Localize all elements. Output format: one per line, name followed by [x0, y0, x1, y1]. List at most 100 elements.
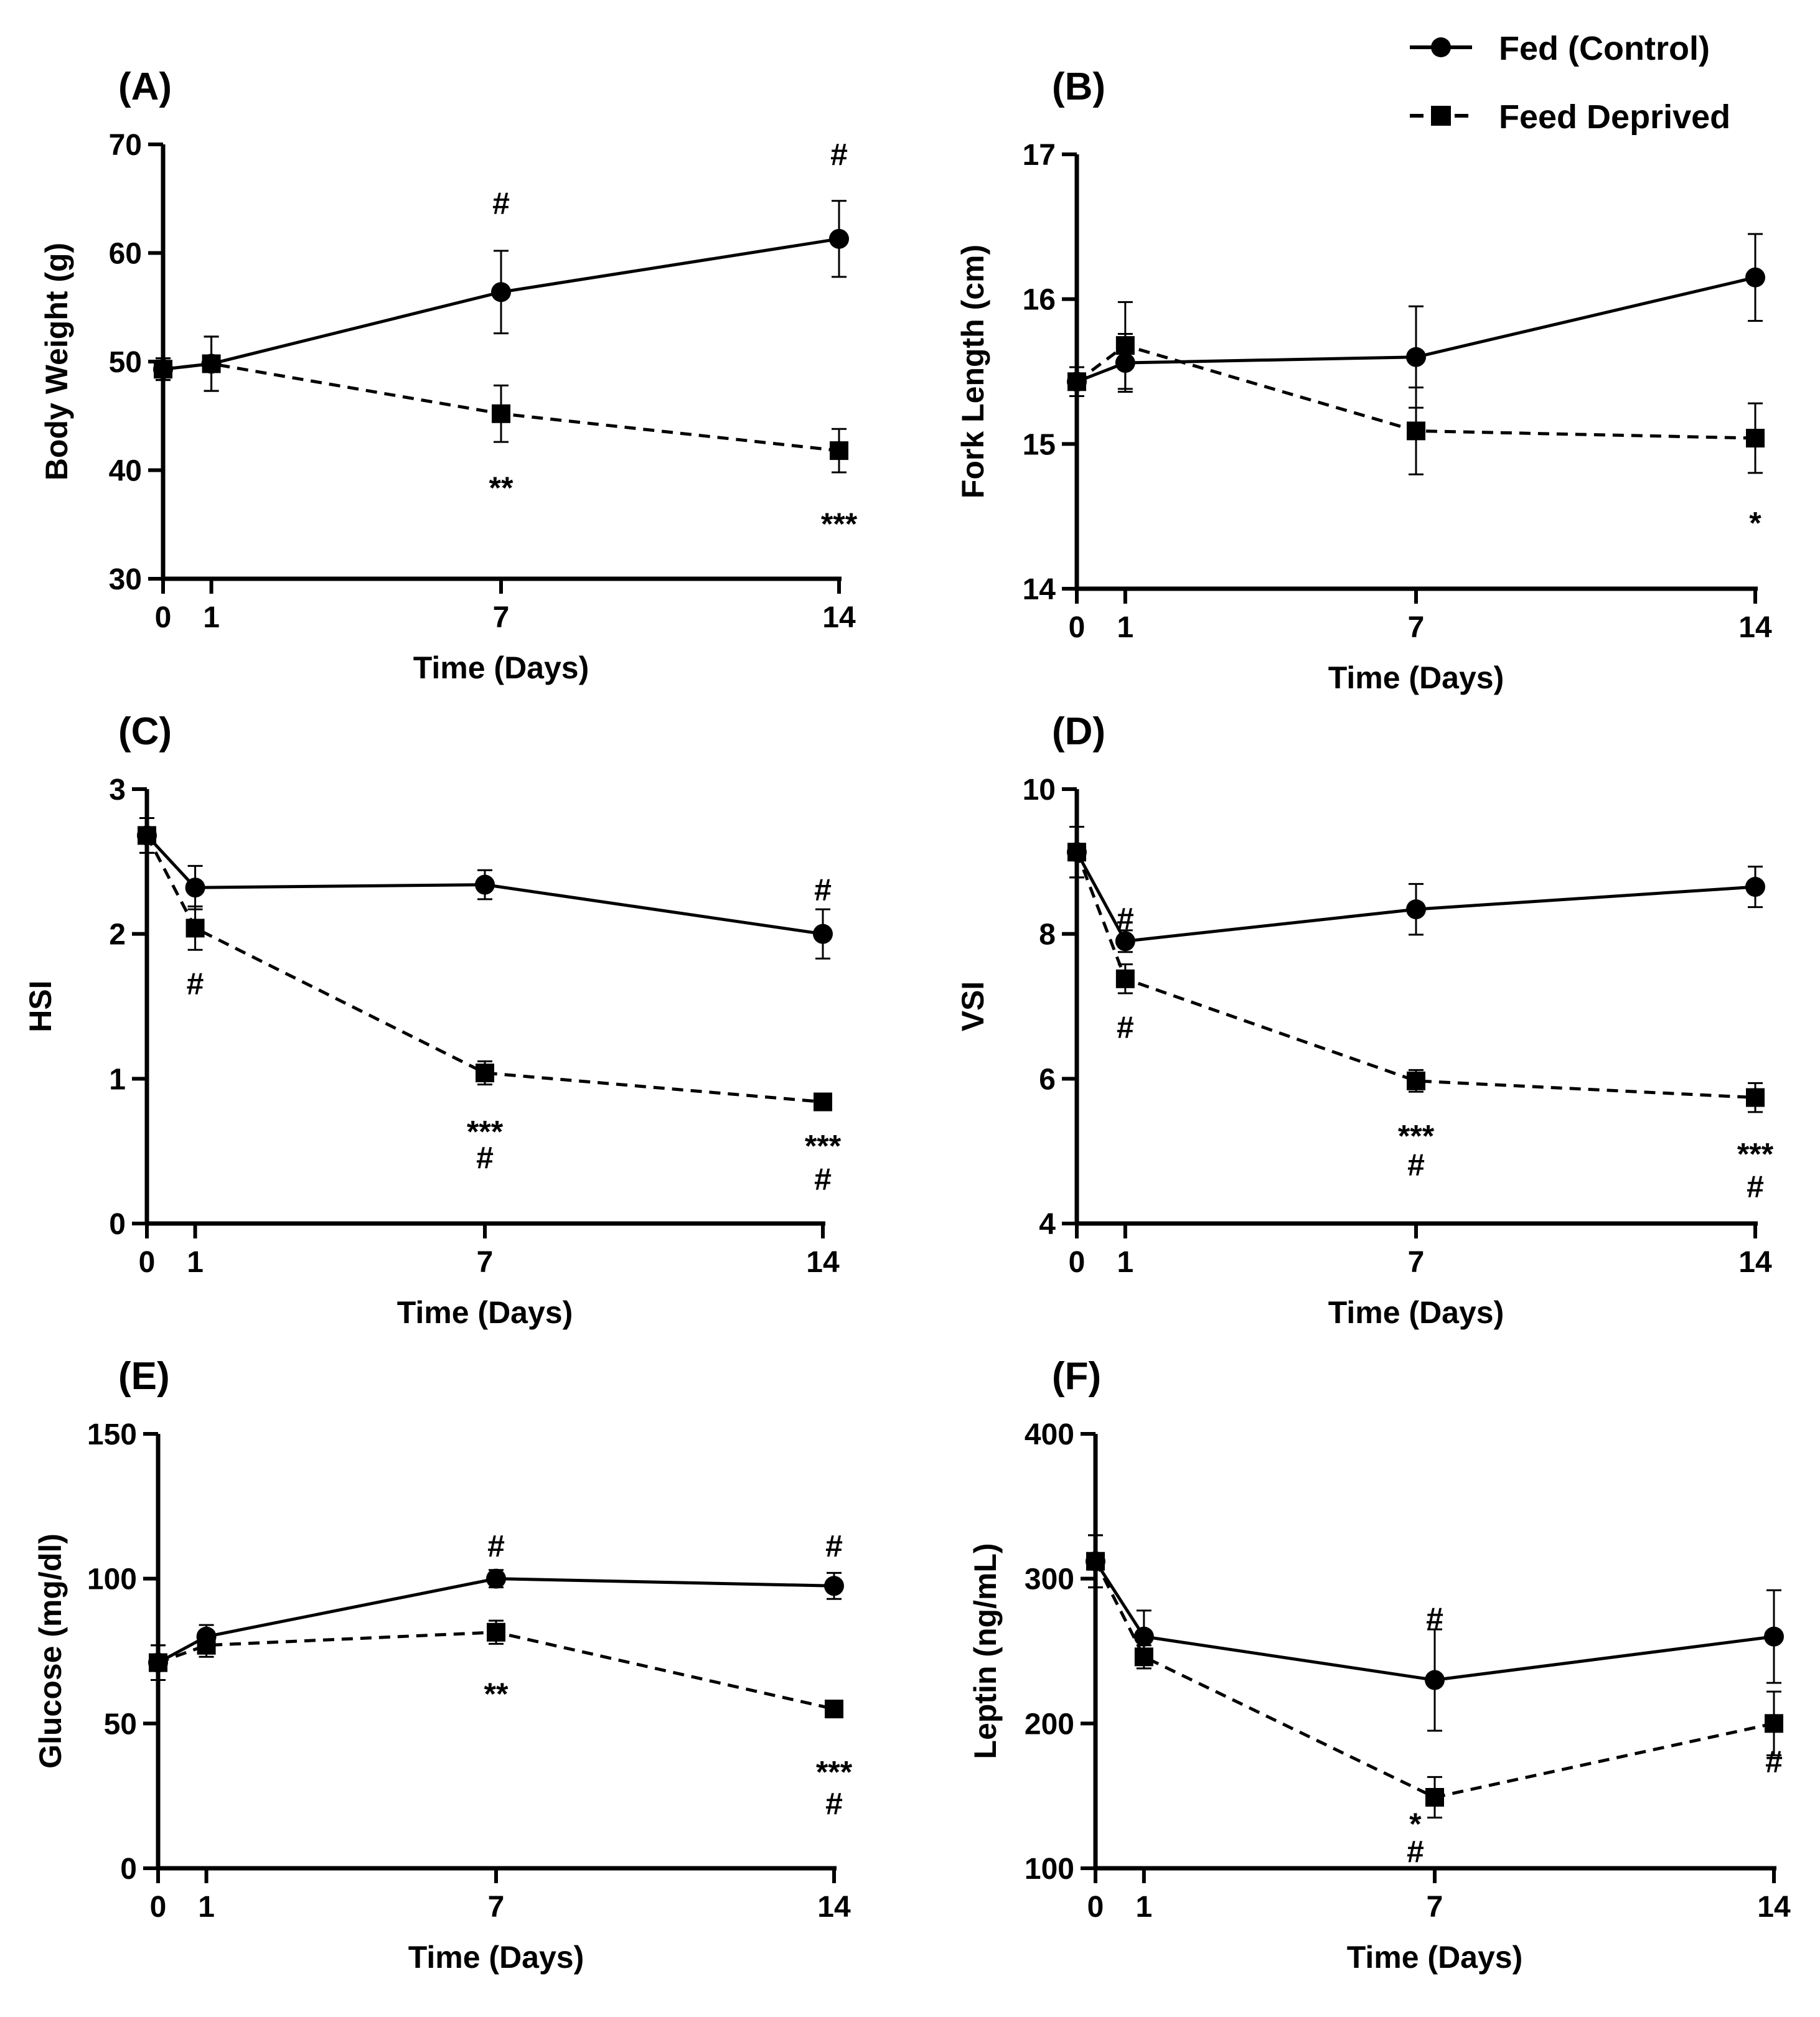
panel-b-deprived-point — [1746, 429, 1765, 448]
panel-f-series-deprived-line — [1094, 1560, 1775, 1799]
panel-e-series-deprived-line — [157, 1631, 835, 1711]
panel-c-deprived-point — [138, 826, 156, 845]
panel-b-x-tick-label: 14 — [1738, 611, 1772, 644]
panel-b-y-tick-label: 17 — [1023, 139, 1056, 172]
panel-a-deprived-point — [830, 441, 848, 461]
panel-f-fed-point — [1425, 1670, 1445, 1690]
panel-c-y-tick-label: 3 — [109, 774, 126, 807]
panel-d-series-fed-line — [1075, 851, 1756, 943]
panel-b-deprived-point — [1067, 372, 1086, 391]
panel-f-x-tick-label: 0 — [1087, 1891, 1104, 1924]
panel-e-deprived-point — [487, 1622, 505, 1642]
panel-d-annotation: # — [1407, 1148, 1425, 1182]
panel-f-annotation: # — [1426, 1601, 1443, 1636]
panel-a-x-tick-label: 14 — [822, 601, 856, 634]
panel-e-annotation: # — [487, 1528, 505, 1563]
panel-d-deprived-point — [1407, 1071, 1425, 1090]
panel-f-y-axis-label: Leptin (ng/mL) — [968, 1543, 1003, 1759]
panel-a-y-tick-label: 40 — [109, 455, 142, 488]
panel-a-y-axis-label: Body Weight (g) — [39, 243, 74, 480]
panel-c-annotation: # — [814, 1162, 832, 1197]
panel-f-series-fed-line — [1094, 1560, 1775, 1682]
panel-d-x-tick-label: 0 — [1069, 1246, 1086, 1279]
panel-d-deprived-point — [1746, 1088, 1765, 1107]
panel-e-y-tick-label: 50 — [104, 1708, 137, 1741]
panel-f-annotation: # — [1765, 1744, 1783, 1779]
panel-b-series-fed-line — [1076, 276, 1756, 383]
panel-c-fed-point — [475, 874, 495, 895]
panel-f-x-tick-label: 14 — [1757, 1891, 1791, 1924]
panel-f-x-tick-label: 1 — [1136, 1891, 1153, 1924]
panel-d-x-tick-label: 1 — [1117, 1246, 1134, 1279]
panel-e-fed-point — [486, 1568, 506, 1589]
legend-fed-label: Fed (Control) — [1499, 30, 1710, 67]
panel-c-y-axis-label: HSI — [23, 980, 58, 1032]
panel-a-annotation: ** — [489, 470, 514, 505]
panel-b-fed-point — [1406, 347, 1426, 367]
panel-c-y-tick-label: 2 — [109, 919, 126, 952]
panel-e-deprived-point — [149, 1653, 167, 1672]
panel-e-y-axis-label: Glucose (mg/dl) — [33, 1533, 68, 1769]
panel-a-fed-point — [829, 228, 849, 249]
panel-b-deprived-point — [1115, 336, 1135, 355]
panel-c-fed-point — [185, 877, 205, 898]
panel-c-deprived-point — [814, 1092, 832, 1111]
panel-d-label: (D) — [1052, 710, 1105, 753]
panel-d-y-tick-label: 10 — [1023, 774, 1056, 807]
panel-f-y-tick-label: 200 — [1025, 1708, 1074, 1741]
panel-c-annotation: *** — [467, 1114, 504, 1149]
panel-b-series-deprived-line — [1076, 344, 1756, 440]
panel-a-x-tick-label: 7 — [493, 601, 510, 634]
panel-f-fed-point — [1764, 1626, 1784, 1647]
panel-f-y-tick-label: 100 — [1025, 1853, 1074, 1886]
panel-a-y-tick-label: 70 — [109, 129, 142, 162]
panel-d-y-axis-label: VSI — [955, 981, 990, 1032]
panel-d-fed-point — [1745, 877, 1765, 897]
panel-c-series-fed-line — [146, 834, 823, 936]
panel-d-annotation: *** — [1737, 1136, 1774, 1171]
panel-b-x-tick-label: 0 — [1069, 611, 1086, 644]
legend: Fed (Control) Feed Deprived — [1410, 30, 1730, 136]
panel-a-x-tick-label: 1 — [203, 601, 220, 634]
panel-f-x-tick-label: 7 — [1427, 1891, 1443, 1924]
panel-b-label: (B) — [1052, 65, 1105, 108]
panel-a-label: (A) — [118, 65, 172, 108]
panel-f: (F) 100 200 300 400 0 1 7 14 Time (Days) Leptin (n… — [968, 1355, 1791, 1975]
panel-e-x-tick-label: 7 — [488, 1891, 505, 1924]
panel-a-series-deprived-line — [162, 362, 840, 452]
panel-b-deprived-point — [1407, 421, 1425, 441]
panel-c-x-axis-label: Time (Days) — [397, 1295, 573, 1330]
panel-f-y-tick-label: 400 — [1025, 1418, 1074, 1451]
panel-f-deprived-point — [1134, 1647, 1153, 1667]
panel-c-deprived-point — [476, 1064, 494, 1083]
panel-b-y-axis-label: Fork Length (cm) — [955, 245, 990, 498]
panel-f-y-tick-label: 300 — [1025, 1563, 1074, 1596]
panel-a-annotation: *** — [821, 507, 858, 541]
panel-c-annotation: # — [187, 966, 204, 1001]
panel-e-y-tick-label: 0 — [120, 1853, 137, 1886]
panel-b-x-tick-label: 7 — [1408, 611, 1425, 644]
panel-d-x-axis-label: Time (Days) — [1328, 1295, 1504, 1330]
panel-d-annotation: # — [1117, 1010, 1134, 1045]
panel-d-fed-point — [1115, 931, 1135, 952]
panel-f-annotation: * — [1409, 1807, 1422, 1842]
panel-d-y-tick-label: 6 — [1039, 1063, 1056, 1096]
panel-a-annotation: # — [830, 137, 848, 172]
panel-c-label: (C) — [118, 710, 172, 753]
panel-c-y-tick-label: 1 — [109, 1063, 126, 1096]
panel-e-y-tick-label: 100 — [87, 1563, 137, 1596]
panel-d-series-deprived-line — [1075, 851, 1756, 1100]
panel-e-x-axis-label: Time (Days) — [408, 1940, 584, 1975]
panel-c-y-tick-label: 0 — [109, 1208, 126, 1241]
panel-e-deprived-point — [197, 1636, 216, 1655]
panel-f-annotation: # — [1407, 1834, 1424, 1869]
panel-a: (A) 30 40 50 60 70 0 1 7 14 Time (Days) Body Weight… — [39, 65, 858, 685]
panel-a-annotation: # — [492, 186, 510, 221]
panel-f-deprived-point — [1765, 1714, 1783, 1733]
panel-e-annotation: ** — [484, 1677, 509, 1711]
panel-b-y-tick-label: 15 — [1023, 428, 1056, 461]
